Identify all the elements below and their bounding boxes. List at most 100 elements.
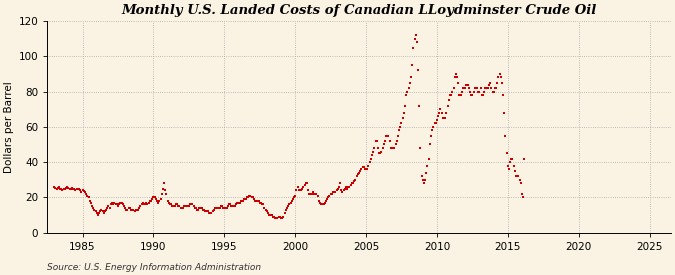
Point bbox=[346, 181, 357, 185]
Point bbox=[302, 181, 313, 185]
Point bbox=[516, 181, 526, 185]
Point bbox=[261, 209, 272, 214]
Point bbox=[182, 204, 193, 208]
Point bbox=[313, 199, 324, 203]
Point bbox=[128, 207, 138, 212]
Point bbox=[492, 81, 503, 85]
Point bbox=[447, 89, 458, 94]
Point bbox=[518, 195, 529, 200]
Point bbox=[190, 206, 201, 210]
Point bbox=[439, 116, 450, 120]
Point bbox=[308, 190, 319, 194]
Point bbox=[414, 103, 425, 108]
Point bbox=[209, 207, 219, 212]
Point bbox=[242, 195, 253, 200]
Point bbox=[472, 86, 483, 90]
Point bbox=[138, 200, 148, 205]
Point bbox=[193, 207, 204, 212]
Point bbox=[162, 199, 173, 203]
Point bbox=[136, 202, 147, 207]
Point bbox=[283, 204, 294, 208]
Point bbox=[241, 195, 252, 200]
Point bbox=[61, 185, 72, 190]
Point bbox=[298, 185, 308, 189]
Point bbox=[99, 211, 109, 215]
Point bbox=[254, 200, 265, 205]
Point bbox=[122, 207, 133, 212]
Point bbox=[95, 209, 106, 214]
Point bbox=[269, 214, 279, 219]
Point bbox=[371, 139, 382, 143]
Point bbox=[427, 128, 437, 133]
Point bbox=[516, 192, 527, 196]
Point bbox=[240, 197, 251, 201]
Point bbox=[223, 204, 234, 208]
Point bbox=[176, 206, 187, 210]
Point bbox=[288, 197, 298, 201]
Point bbox=[184, 204, 194, 208]
Point bbox=[211, 206, 221, 210]
Point bbox=[248, 197, 259, 201]
Point bbox=[350, 177, 361, 182]
Point bbox=[491, 86, 502, 90]
Point bbox=[395, 125, 406, 129]
Point bbox=[357, 165, 368, 170]
Point bbox=[233, 200, 244, 205]
Point bbox=[374, 151, 385, 155]
Point bbox=[326, 192, 337, 196]
Point bbox=[62, 185, 73, 189]
Point bbox=[239, 197, 250, 201]
Point bbox=[207, 209, 218, 214]
Point bbox=[479, 89, 489, 94]
Point bbox=[91, 211, 102, 215]
Point bbox=[264, 213, 275, 217]
Point bbox=[311, 192, 322, 196]
Point bbox=[421, 170, 432, 175]
Point bbox=[160, 188, 171, 192]
Point bbox=[396, 121, 407, 125]
Point bbox=[132, 207, 142, 212]
Point bbox=[251, 199, 262, 203]
Point bbox=[310, 192, 321, 196]
Point bbox=[214, 206, 225, 210]
Point bbox=[89, 207, 100, 212]
Point bbox=[502, 151, 512, 155]
Point bbox=[59, 186, 70, 191]
Point bbox=[437, 116, 448, 120]
Point bbox=[180, 204, 191, 208]
Point bbox=[519, 156, 530, 161]
Point bbox=[502, 163, 513, 168]
Point bbox=[333, 185, 344, 189]
Point bbox=[512, 174, 522, 178]
Point bbox=[237, 199, 248, 203]
Point bbox=[495, 75, 506, 80]
Point bbox=[198, 207, 209, 212]
Point bbox=[303, 188, 314, 192]
Point bbox=[300, 181, 311, 185]
Point bbox=[468, 89, 479, 94]
Point bbox=[53, 185, 63, 190]
Point bbox=[379, 139, 390, 143]
Point bbox=[50, 185, 61, 190]
Point bbox=[343, 185, 354, 189]
Point bbox=[82, 193, 92, 198]
Point bbox=[218, 206, 229, 210]
Point bbox=[181, 204, 192, 208]
Point bbox=[272, 216, 283, 221]
Point bbox=[340, 185, 351, 189]
Point bbox=[96, 207, 107, 212]
Point bbox=[275, 216, 286, 221]
Point bbox=[72, 186, 83, 191]
Point bbox=[186, 202, 196, 207]
Point bbox=[482, 86, 493, 90]
Point bbox=[261, 207, 271, 212]
Point bbox=[230, 204, 240, 208]
Point bbox=[450, 72, 461, 76]
Point bbox=[148, 195, 159, 200]
Point bbox=[506, 156, 517, 161]
Point bbox=[155, 197, 166, 201]
Point bbox=[404, 81, 415, 85]
Point bbox=[423, 156, 434, 161]
Point bbox=[190, 206, 200, 210]
Point bbox=[439, 116, 450, 120]
